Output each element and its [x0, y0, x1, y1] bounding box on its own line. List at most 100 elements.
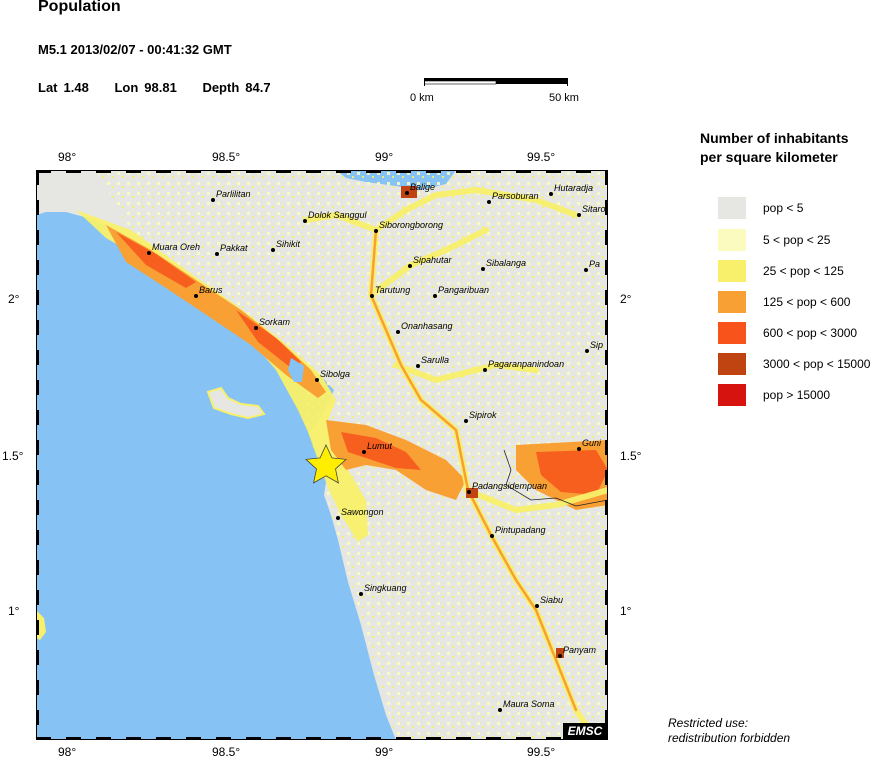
emsc-badge: EMSC	[563, 723, 607, 740]
place-dot	[481, 267, 485, 271]
place-label: Sibolga	[320, 369, 351, 379]
legend-label: pop > 15000	[763, 388, 831, 402]
y-tick-right: 2°	[620, 292, 632, 306]
legend-label: 600 < pop < 3000	[763, 326, 858, 340]
legend-item: 25 < pop < 125	[718, 258, 844, 284]
legend-swatch	[718, 322, 746, 344]
legend-title-line1: Number of inhabitants	[700, 130, 849, 146]
place-dot	[577, 447, 581, 451]
legend-item: pop < 5	[718, 195, 803, 221]
y-tick-right: 1.5°	[620, 449, 642, 463]
place-dot	[483, 368, 487, 372]
x-tick-bottom: 99.5°	[527, 745, 556, 759]
place-dot	[303, 219, 307, 223]
population-map	[36, 170, 608, 740]
x-tick-top: 98.5°	[212, 150, 241, 164]
place-label: Lumut	[367, 441, 393, 451]
place-label: Sorkam	[259, 317, 291, 327]
legend-label: 5 < pop < 25	[763, 233, 831, 247]
place-dot	[487, 200, 491, 204]
legend-label: 25 < pop < 125	[763, 264, 844, 278]
legend-item: 5 < pop < 25	[718, 227, 830, 253]
restricted-notice: Restricted use: redistribution forbidden	[668, 716, 790, 746]
y-tick-left: 1°	[8, 604, 20, 618]
restricted-line2: redistribution forbidden	[668, 731, 791, 745]
map-title: Population	[38, 0, 121, 15]
place-dot	[194, 294, 198, 298]
place-dot	[408, 264, 412, 268]
place-label: Pagaranpanindoan	[488, 359, 565, 369]
island	[206, 386, 266, 420]
place-dot	[271, 248, 275, 252]
legend-item: 3000 < pop < 15000	[718, 351, 870, 377]
place-dot	[464, 419, 468, 423]
place-label: Tarutung	[375, 285, 411, 295]
scale-bar	[424, 78, 568, 86]
place-label: Balige	[410, 182, 436, 192]
place-label: Maura Soma	[503, 699, 555, 709]
place-dot	[396, 330, 400, 334]
legend-label: pop < 5	[763, 201, 804, 215]
place-label: Parlilitan	[216, 189, 251, 199]
place-dot	[467, 490, 471, 494]
depth-value: 84.7	[245, 80, 271, 95]
x-tick-bottom: 98.5°	[212, 745, 241, 759]
legend-title: Number of inhabitants per square kilomet…	[700, 129, 849, 167]
restricted-line1: Restricted use:	[668, 716, 749, 730]
scale-left-label: 0 km	[410, 92, 434, 104]
place-label: Guni	[582, 438, 602, 448]
legend-swatch	[718, 197, 746, 219]
place-label: Muara Oreh	[152, 242, 201, 252]
place-dot	[405, 191, 409, 195]
lon-value: 98.81	[144, 80, 177, 95]
place-dot	[147, 251, 151, 255]
place-label: Sipahutar	[413, 255, 452, 265]
place-label: Sarulla	[421, 355, 450, 365]
place-label: Sip	[590, 340, 604, 350]
place-dot	[370, 294, 374, 298]
x-tick-bottom: 98°	[58, 745, 77, 759]
legend-swatch	[718, 260, 746, 282]
place-dot	[211, 198, 215, 202]
legend-swatch	[718, 384, 746, 406]
legend-item: 125 < pop < 600	[718, 289, 850, 315]
epicenter-star-icon	[305, 444, 347, 484]
event-coordinates: Lat 1.48 Lon 98.81 Depth 84.7	[38, 80, 285, 95]
place-label: Sawongon	[341, 507, 384, 517]
place-label: Parsoburan	[492, 191, 539, 201]
lat-label: Lat	[38, 80, 58, 95]
place-label: Pakkat	[220, 243, 248, 253]
legend-title-line2: per square kilometer	[700, 149, 838, 165]
place-label: Dolok Sanggul	[308, 210, 367, 220]
place-label: Sitaro	[582, 204, 606, 214]
legend-swatch	[718, 353, 746, 375]
place-dot	[490, 534, 494, 538]
place-dot	[433, 294, 437, 298]
place-label: Sipirok	[469, 410, 497, 420]
place-label: Pintupadang	[495, 525, 546, 535]
x-tick-bottom: 99°	[375, 745, 394, 759]
y-tick-left: 2°	[8, 292, 20, 306]
place-dot	[585, 349, 589, 353]
lon-label: Lon	[114, 80, 139, 95]
legend-item: 600 < pop < 3000	[718, 320, 857, 346]
place-dot	[362, 450, 366, 454]
legend-swatch	[718, 229, 746, 251]
place-label: Siabu	[540, 595, 564, 605]
place-dot	[549, 192, 553, 196]
scale-right-label: 50 km	[549, 92, 579, 104]
place-label: Onanhasang	[401, 321, 453, 331]
place-dot	[359, 592, 363, 596]
place-dot	[215, 252, 219, 256]
place-dot	[254, 326, 258, 330]
lat-value: 1.48	[63, 80, 89, 95]
legend-label: 125 < pop < 600	[763, 295, 851, 309]
legend-item: pop > 15000	[718, 382, 830, 408]
place-label: Pa	[589, 259, 601, 269]
place-dot	[577, 213, 581, 217]
legend-swatch	[718, 291, 746, 313]
place-label: Siborongborong	[379, 220, 444, 230]
x-tick-top: 99°	[375, 150, 394, 164]
event-info: M5.1 2013/02/07 - 00:41:32 GMT	[38, 42, 232, 57]
legend-label: 3000 < pop < 15000	[763, 357, 871, 371]
